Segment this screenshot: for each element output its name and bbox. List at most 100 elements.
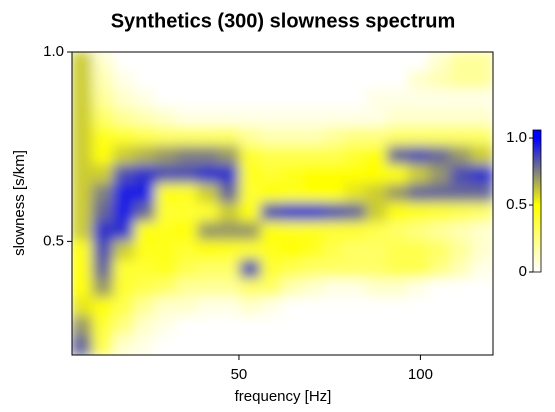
heatmap-cell [155, 126, 179, 148]
heatmap-cell [218, 145, 242, 167]
heatmap-cell [72, 164, 95, 186]
heatmap-cell [176, 278, 200, 300]
heatmap-cell [470, 164, 493, 186]
heatmap-cell [302, 316, 326, 338]
heatmap-cell [134, 259, 158, 281]
heatmap-cell [218, 240, 242, 262]
heatmap-cell [449, 52, 473, 72]
heatmap-cell [470, 240, 493, 262]
heatmap-cell [72, 202, 95, 224]
heatmap-cell [260, 107, 284, 129]
heatmap-cell [239, 297, 263, 319]
heatmap-cell [134, 183, 158, 205]
heatmap-cell [449, 316, 473, 338]
heatmap-cell [218, 221, 242, 243]
heatmap-cell [302, 69, 326, 91]
heatmap-cell [239, 145, 263, 167]
heatmap-cell [428, 183, 452, 205]
heatmap-cell [113, 126, 137, 148]
heatmap-cell [470, 202, 493, 224]
heatmap-cell [428, 240, 452, 262]
heatmap-cell [176, 183, 200, 205]
heatmap-cell [72, 240, 95, 262]
heatmap-cell [134, 240, 158, 262]
heatmap-cell [92, 278, 116, 300]
heatmap-cell [197, 183, 221, 205]
heatmap-cell [428, 52, 452, 72]
colorbar-tick-label: 1.0 [506, 129, 527, 146]
heatmap-cell [218, 52, 242, 72]
heatmap-cell [344, 202, 368, 224]
heatmap-cell [260, 259, 284, 281]
heatmap-cell [176, 316, 200, 338]
heatmap-cell [470, 335, 493, 355]
heatmap-cell [470, 88, 493, 110]
heatmap-cell [72, 278, 95, 300]
heatmap-cell [260, 145, 284, 167]
heatmap-cell [449, 259, 473, 281]
heatmap-cell [344, 183, 368, 205]
heatmap-cell [260, 126, 284, 148]
heatmap-cell [260, 240, 284, 262]
heatmap-cell [134, 202, 158, 224]
heatmap-cell [218, 297, 242, 319]
heatmap-cell [386, 69, 410, 91]
heatmap-cell [386, 297, 410, 319]
heatmap-cell [365, 297, 389, 319]
heatmap-cell [470, 183, 493, 205]
heatmap-cell [72, 183, 95, 205]
heatmap-cell [449, 164, 473, 186]
heatmap-cell [134, 221, 158, 243]
heatmap-cell [218, 335, 242, 355]
heatmap-cell [281, 316, 305, 338]
heatmap-cell [218, 183, 242, 205]
heatmap-cell [92, 107, 116, 129]
heatmap-cell [323, 221, 347, 243]
heatmap-cell [449, 221, 473, 243]
heatmap-cell [155, 88, 179, 110]
x-axis-label: frequency [Hz] [235, 388, 332, 405]
heatmap-cell [281, 88, 305, 110]
heatmap-cell [365, 278, 389, 300]
heatmap-cell [323, 316, 347, 338]
heatmap-cell [407, 107, 431, 129]
heatmap-cell [428, 164, 452, 186]
heatmap-cell [113, 259, 137, 281]
heatmap-cell [176, 335, 200, 355]
heatmap-cell [323, 240, 347, 262]
heatmap-cell [428, 107, 452, 129]
heatmap-cell [176, 145, 200, 167]
heatmap-cell [218, 278, 242, 300]
heatmap-cell [302, 145, 326, 167]
heatmap-cell [365, 316, 389, 338]
heatmap-cell [281, 107, 305, 129]
heatmap-cell [218, 164, 242, 186]
heatmap-cell [92, 240, 116, 262]
heatmap-cell [197, 145, 221, 167]
heatmap-cell [92, 164, 116, 186]
heatmap-cell [302, 164, 326, 186]
heatmap-cell [428, 278, 452, 300]
heatmap-cell [113, 278, 137, 300]
heatmap-cell [386, 240, 410, 262]
heatmap-cell [134, 69, 158, 91]
heatmap-cell [239, 316, 263, 338]
heatmap-cell [365, 69, 389, 91]
heatmap-cell [449, 88, 473, 110]
heatmap-cell [176, 52, 200, 72]
heatmap-cell [197, 164, 221, 186]
heatmap-cell [386, 145, 410, 167]
y-axis-label: slowness [s/km] [11, 150, 28, 256]
heatmap-cell [155, 164, 179, 186]
heatmap-cell [113, 145, 137, 167]
heatmap-cell [365, 126, 389, 148]
heatmap-cell [323, 335, 347, 355]
heatmap-cell [239, 221, 263, 243]
chart-title: Synthetics (300) slowness spectrum [111, 10, 456, 32]
heatmap-cell [344, 297, 368, 319]
heatmap-cell [113, 297, 137, 319]
heatmap-cell [239, 202, 263, 224]
heatmap-cell [113, 88, 137, 110]
heatmap-cell [92, 145, 116, 167]
heatmap-cell [92, 202, 116, 224]
